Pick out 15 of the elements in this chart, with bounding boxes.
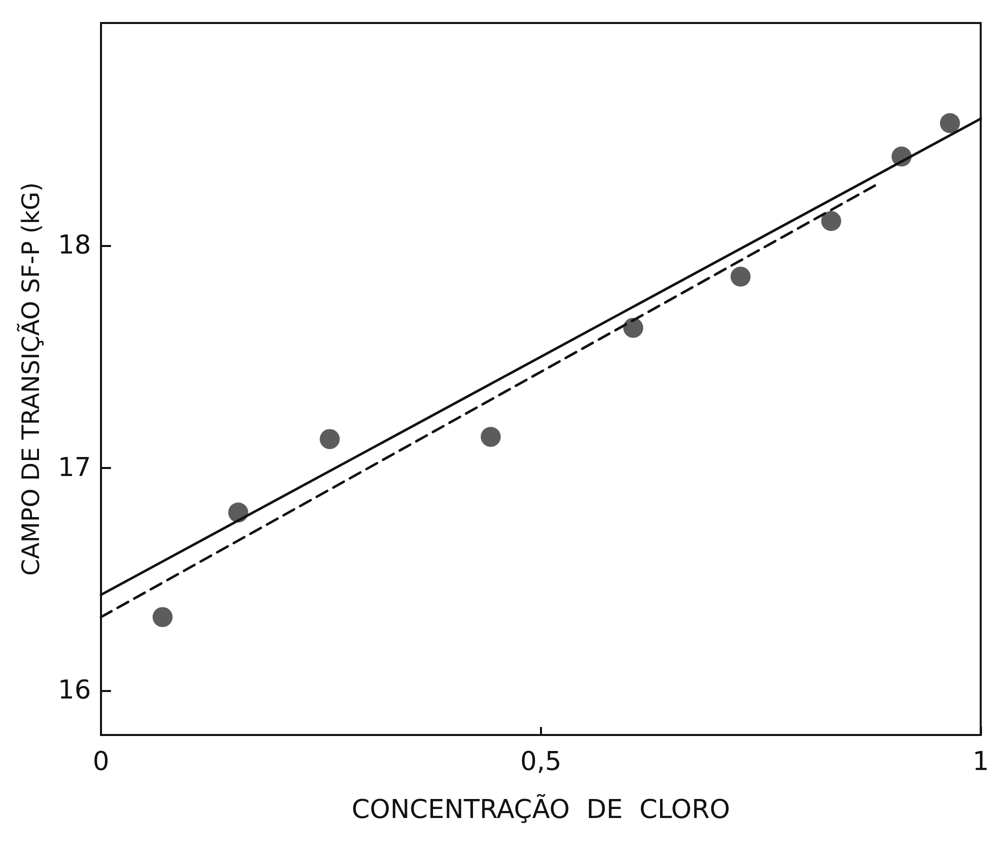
x-tick-label: 0 (92, 747, 110, 777)
x-tick-label: 1 (972, 747, 989, 777)
point (940, 113, 960, 134)
y-tick-label: 18 (58, 230, 91, 260)
x-axis-title: CONCENTRAÇÃO DE CLORO (352, 794, 730, 825)
y-tick-label: 16 (58, 676, 91, 706)
y-tick-label: 17 (58, 453, 91, 483)
point (320, 429, 340, 450)
point (623, 318, 644, 338)
point (730, 266, 751, 287)
point (821, 211, 842, 232)
point (152, 607, 173, 628)
x-tick-label: 0,5 (520, 747, 562, 777)
y-axis-title: CAMPO DE TRANSIÇÃO SF-P (kG) (16, 182, 45, 576)
point (480, 426, 501, 447)
